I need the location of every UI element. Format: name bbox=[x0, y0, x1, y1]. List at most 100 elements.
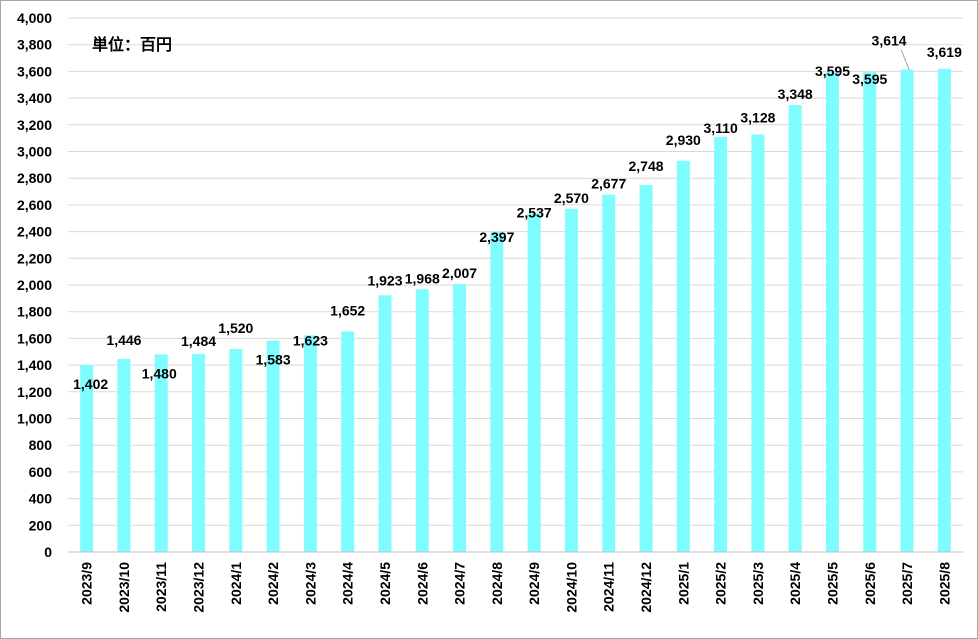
y-tick-label: 3,600 bbox=[17, 63, 52, 79]
y-tick-label: 0 bbox=[44, 544, 52, 560]
data-label: 2,570 bbox=[554, 190, 589, 206]
bar bbox=[527, 213, 541, 553]
data-label: 1,968 bbox=[405, 270, 440, 286]
data-label: 2,677 bbox=[591, 176, 626, 192]
bar bbox=[639, 185, 653, 552]
y-tick-label: 800 bbox=[29, 437, 53, 453]
x-tick-label: 2025/5 bbox=[824, 562, 840, 605]
bars bbox=[80, 68, 951, 553]
x-tick-label: 2024/7 bbox=[452, 562, 468, 605]
data-label: 1,583 bbox=[256, 352, 291, 368]
y-tick-label: 1,200 bbox=[17, 384, 52, 400]
x-tick-label: 2024/9 bbox=[526, 562, 542, 605]
y-tick-label: 4,000 bbox=[17, 10, 52, 26]
bar bbox=[602, 194, 616, 553]
bar bbox=[490, 232, 504, 553]
leader-line bbox=[900, 49, 910, 70]
bar bbox=[192, 353, 206, 552]
x-tick-label: 2023/10 bbox=[116, 562, 132, 613]
data-label: 2,007 bbox=[442, 265, 477, 281]
bar bbox=[676, 160, 690, 552]
data-label: 3,110 bbox=[703, 120, 737, 136]
data-label: 3,619 bbox=[927, 44, 962, 60]
y-tick-label: 3,400 bbox=[17, 90, 52, 106]
bar bbox=[266, 340, 280, 552]
y-tick-label: 2,200 bbox=[17, 250, 52, 266]
bar bbox=[341, 331, 355, 552]
x-tick-label: 2024/6 bbox=[414, 562, 430, 605]
data-label: 1,623 bbox=[293, 332, 328, 348]
bar bbox=[453, 284, 467, 552]
y-tick-label: 1,400 bbox=[17, 357, 52, 373]
x-tick-label: 2024/1 bbox=[228, 562, 244, 605]
x-tick-label: 2024/5 bbox=[377, 562, 393, 605]
bar bbox=[117, 358, 131, 552]
x-tick-label: 2024/2 bbox=[265, 562, 281, 605]
y-tick-label: 1,000 bbox=[17, 411, 52, 427]
y-tick-label: 2,000 bbox=[17, 277, 52, 293]
bar bbox=[825, 72, 839, 552]
y-tick-label: 2,400 bbox=[17, 224, 52, 240]
bar bbox=[900, 69, 914, 552]
x-tick-label: 2025/6 bbox=[862, 562, 878, 605]
y-tick-label: 2,600 bbox=[17, 197, 52, 213]
data-label: 2,537 bbox=[517, 204, 552, 220]
bar bbox=[154, 354, 168, 552]
y-tick-label: 400 bbox=[29, 491, 53, 507]
x-tick-label: 2024/10 bbox=[563, 562, 579, 613]
data-labels: 1,402 1,446 1,4801,4841,5201,5831,6231,652… bbox=[73, 33, 962, 392]
bar bbox=[80, 364, 94, 552]
data-label: 3,348 bbox=[778, 86, 813, 102]
y-tick-label: 200 bbox=[29, 517, 53, 533]
y-tick-label: 3,800 bbox=[17, 37, 52, 53]
data-label: 2,930 bbox=[666, 132, 701, 148]
x-tick-label: 2023/11 bbox=[153, 562, 169, 612]
x-tick-label: 2025/8 bbox=[936, 562, 952, 605]
bar bbox=[415, 289, 429, 552]
y-tick-label: 1,800 bbox=[17, 304, 52, 320]
data-label: 1,480 bbox=[142, 365, 177, 381]
x-tick-label: 2025/1 bbox=[675, 562, 691, 605]
bar bbox=[751, 134, 765, 553]
x-tick-label: 2024/8 bbox=[489, 562, 505, 605]
data-label: 1,402 bbox=[73, 376, 108, 392]
axes: 0 200 400 600 800 1,000 1,200 1,400 1,600 1,800 2,… bbox=[17, 10, 963, 613]
y-tick-label: 3,200 bbox=[17, 117, 52, 133]
bar bbox=[378, 295, 392, 552]
bar bbox=[788, 105, 802, 553]
bar bbox=[714, 136, 728, 552]
data-label: 3,614 bbox=[872, 33, 907, 49]
y-tick-label: 1,600 bbox=[17, 330, 52, 346]
x-tick-label: 2024/11 bbox=[601, 562, 617, 612]
data-label: 1,520 bbox=[218, 320, 253, 336]
data-label: 2,748 bbox=[628, 158, 663, 174]
x-tick-label: 2024/4 bbox=[340, 562, 356, 605]
unit-label: 単位：百円 bbox=[92, 35, 172, 54]
x-tick-label: 2025/2 bbox=[713, 562, 729, 605]
x-tick-label: 2025/4 bbox=[787, 562, 803, 605]
bar bbox=[303, 335, 317, 552]
x-tick-label: 2024/12 bbox=[638, 562, 654, 613]
bar bbox=[937, 68, 951, 553]
x-tick-label: 2023/9 bbox=[79, 562, 95, 605]
x-tick-label: 2023/12 bbox=[191, 562, 207, 613]
y-tick-label: 600 bbox=[29, 464, 53, 480]
data-label: 3,128 bbox=[740, 109, 775, 125]
data-label: 1,652 bbox=[330, 302, 365, 318]
data-label: 3,595 bbox=[815, 63, 850, 79]
x-tick-label: 2025/3 bbox=[750, 562, 766, 605]
y-tick-label: 2,800 bbox=[17, 170, 52, 186]
data-label: 1,446 bbox=[106, 332, 141, 348]
y-tick-label: 3,000 bbox=[17, 144, 52, 160]
data-label: 1,923 bbox=[367, 272, 402, 288]
x-tick-label: 2025/7 bbox=[899, 562, 915, 605]
data-label: 1,484 bbox=[181, 333, 216, 349]
data-label: 2,397 bbox=[479, 229, 514, 245]
x-tick-label: 2024/3 bbox=[302, 562, 318, 605]
bar bbox=[229, 349, 243, 552]
grid-lines bbox=[68, 17, 963, 526]
data-label: 3,595 bbox=[852, 71, 887, 87]
bar bbox=[564, 208, 578, 552]
bar bbox=[863, 72, 877, 552]
